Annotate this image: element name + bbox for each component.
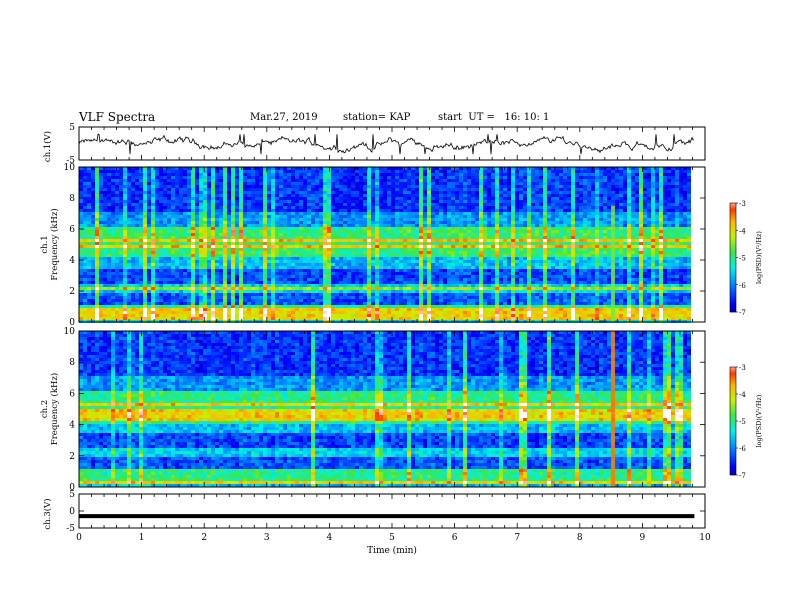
ch2-colorbar-tick-label: -3 [739, 364, 746, 372]
ch1-freq-tick-label: 4 [69, 256, 75, 266]
ch2-colorbar [730, 367, 736, 476]
ch3-waveform-frame [78, 493, 706, 529]
date-label: Mar.27, 2019 [250, 112, 318, 123]
ch1-freq-ylabel: ch.1 [40, 235, 50, 253]
ch1-freq-ylabel: Frequency (kHz) [49, 208, 60, 280]
ch2-freq-tick-label: 8 [69, 358, 75, 368]
ch1-spectrogram-image [79, 167, 705, 323]
x-tick-label: 8 [577, 533, 583, 543]
ch1-colorbar-tick-label: -5 [739, 255, 746, 263]
ch3-ylabel: ch.3(V) [42, 498, 53, 529]
chart-title: VLF Spectra [79, 110, 156, 124]
ch1-colorbar-tick-label: -6 [739, 282, 746, 290]
ch1-freq-tick-label: 6 [69, 225, 75, 235]
x-tick-label: 3 [264, 533, 270, 543]
station-label: station= KAP [343, 112, 411, 123]
ch1-waveform-line [78, 133, 694, 155]
ch2-colorbar-tick-label: -6 [739, 445, 746, 453]
ch1-freq-tick-label: 2 [69, 287, 75, 297]
ch2-freq-tick-label: 6 [69, 389, 75, 399]
ch2-freq-tick-label: 2 [69, 452, 75, 462]
ch1-freq-tick-label: 8 [69, 194, 75, 204]
x-tick-label: 9 [640, 533, 646, 543]
ch3-y-tick-label: 0 [69, 507, 75, 517]
x-tick-label: 5 [389, 533, 395, 543]
ch2-colorbar-label: log(PSD)(V²/Hz) [755, 394, 763, 447]
x-tick-label: 10 [699, 533, 711, 543]
x-tick-label: 2 [201, 533, 207, 543]
ch2-freq-ylabel: Frequency (kHz) [49, 373, 60, 445]
x-tick-label: 6 [452, 533, 458, 543]
ch2-colorbar-tick-label: -5 [739, 418, 746, 426]
ch1-y-tick-label: -5 [66, 156, 75, 166]
x-axis-label: Time (min) [367, 545, 417, 556]
ch1-freq-tick-label: 10 [64, 163, 76, 173]
ch2-freq-ylabel: ch.2 [40, 400, 50, 418]
x-tick-label: 7 [514, 533, 520, 543]
ch2-freq-tick-label: 4 [69, 421, 75, 431]
ch1-colorbar-tick-label: -7 [739, 309, 746, 317]
ch2-freq-tick-label: 10 [64, 327, 76, 337]
ch2-spectrogram-image [79, 331, 705, 487]
ch1-colorbar-tick-label: -4 [739, 227, 746, 235]
ch2-colorbar-tick-label: -4 [739, 391, 746, 399]
ch1-colorbar-tick-label: -3 [739, 200, 746, 208]
x-tick-label: 4 [327, 533, 333, 543]
ch1-colorbar [730, 203, 736, 313]
x-tick-label: 0 [76, 533, 82, 543]
x-tick-label: 1 [139, 533, 145, 543]
ch1-ylabel: ch.1(V) [42, 131, 53, 162]
ch2-freq-tick-label: 0 [69, 483, 75, 493]
ch1-colorbar-label: log(PSD)(V²/Hz) [755, 231, 763, 284]
ch1-freq-tick-label: 0 [69, 318, 75, 328]
ch3-y-tick-label: -5 [66, 524, 75, 534]
ch2-colorbar-tick-label: -7 [739, 472, 746, 480]
ch3-y-tick-label: 5 [69, 490, 75, 500]
start-time-label: start UT = 16: 10: 1 [438, 112, 550, 123]
ch1-y-tick-label: 5 [69, 123, 75, 133]
